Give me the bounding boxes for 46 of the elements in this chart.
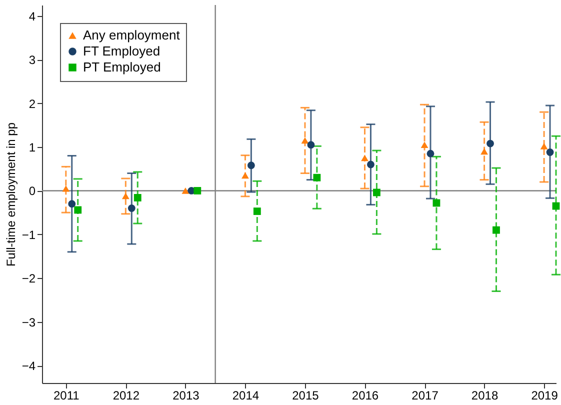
x-tick-label: 2013 <box>172 388 200 402</box>
point <box>194 187 202 194</box>
y-tick-label: −4 <box>22 359 36 374</box>
legend-label: FT Employed <box>83 44 160 58</box>
x-tick-label: 2019 <box>531 388 558 402</box>
point <box>253 208 261 215</box>
point <box>313 174 321 182</box>
point <box>426 150 434 158</box>
x-tick-label: 2017 <box>412 388 439 402</box>
x-tick-label: 2015 <box>292 388 320 402</box>
y-tick-label: −1 <box>22 228 36 242</box>
x-tick-label: 2016 <box>352 388 379 402</box>
x-tick-label: 2018 <box>471 388 498 402</box>
point <box>182 188 190 194</box>
y-axis-title: Full-time employment in pp <box>4 122 18 267</box>
point <box>134 194 142 202</box>
point <box>242 172 249 179</box>
x-tick-label: 2014 <box>232 388 260 402</box>
point <box>247 162 255 170</box>
legend-label: Any employment <box>83 28 180 42</box>
point <box>420 142 428 148</box>
point <box>540 142 548 150</box>
point <box>492 226 500 234</box>
y-tick-label: 0 <box>28 184 36 198</box>
point <box>486 140 494 148</box>
y-tick-label: 3 <box>28 53 36 68</box>
point <box>546 148 554 156</box>
y-tick-label: −2 <box>22 272 36 286</box>
y-tick-label: 2 <box>28 96 36 111</box>
point <box>128 204 136 212</box>
point <box>307 141 315 149</box>
point <box>372 188 380 196</box>
x-tick-label: 2011 <box>54 388 80 402</box>
point <box>367 160 374 168</box>
y-tick-label: 1 <box>28 140 36 155</box>
point <box>122 192 130 200</box>
point <box>361 154 368 162</box>
point <box>480 148 488 155</box>
point <box>62 185 70 192</box>
y-tick-label: −3 <box>22 315 36 330</box>
point <box>301 137 309 144</box>
y-tick-label: 4 <box>28 9 36 24</box>
legend-label: PT Employed <box>83 60 161 74</box>
point <box>68 200 76 208</box>
x-tick-label: 2012 <box>112 388 140 402</box>
point <box>74 206 82 214</box>
